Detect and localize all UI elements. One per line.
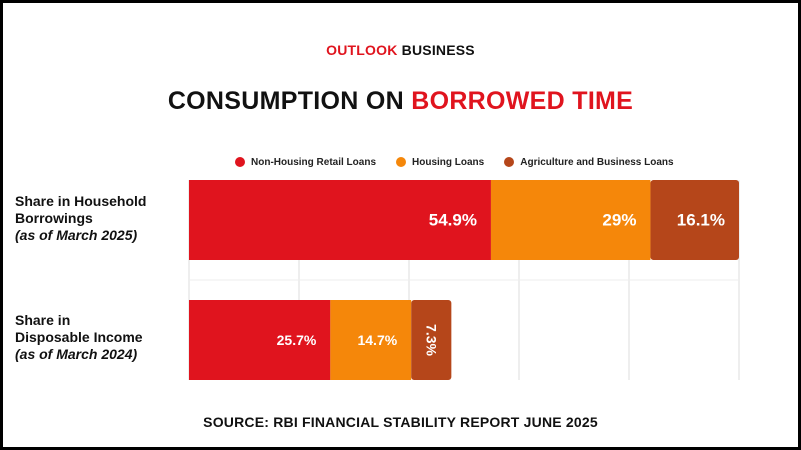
bar-housing-row-1 (330, 300, 412, 380)
row-label-household-date: (as of March 2025) (15, 227, 138, 243)
legend: Non-Housing Retail Loans Housing Loans A… (235, 154, 694, 170)
row-label-household-line2: Borrowings (15, 210, 93, 226)
row-label-income-line1: Share in (15, 312, 71, 328)
legend-dot-non-housing (235, 157, 245, 167)
row-label-household: Share in Household Borrowings (as of Mar… (15, 193, 146, 244)
bar-label-non-housing-row-0: 54.9% (429, 211, 477, 230)
legend-label-housing: Housing Loans (412, 156, 485, 168)
bar-agriculture-row-1 (411, 300, 452, 380)
bar-label-agriculture-row-0: 16.1% (677, 211, 725, 230)
row-label-income-line2: Disposable Income (15, 329, 143, 345)
bar-label-agriculture-row-1: 7.3% (423, 324, 439, 356)
legend-item-non-housing: Non-Housing Retail Loans (235, 157, 376, 168)
brand-logo: OUTLOOK BUSINESS (3, 42, 798, 58)
bar-non-housing-row-1 (189, 300, 331, 380)
bar-label-housing-row-1: 14.7% (357, 332, 397, 348)
legend-label-agriculture: Agriculture and Business Loans (520, 156, 674, 168)
row-label-household-line1: Share in Household (15, 193, 147, 209)
stacked-bar-chart: 54.9% 29% 16.1% 25.7% 14.7% 7.3% (188, 180, 740, 380)
infographic-card: OUTLOOK BUSINESS CONSUMPTION ON BORROWED… (3, 3, 798, 447)
legend-item-agriculture: Agriculture and Business Loans (504, 156, 674, 168)
bar-agriculture-row-0 (650, 180, 739, 260)
legend-item-housing: Housing Loans (396, 157, 484, 168)
bar-label-non-housing-row-1: 25.7% (277, 332, 317, 348)
legend-dot-agriculture (504, 157, 515, 167)
bar-label-housing-row-0: 29% (602, 211, 636, 230)
brand-outlook: OUTLOOK (326, 42, 398, 58)
brand-business: BUSINESS (401, 42, 475, 58)
chart-title: CONSUMPTION ON BORROWED TIME (3, 87, 798, 116)
title-part-red: BORROWED TIME (411, 87, 634, 115)
bar-non-housing-row-0 (189, 180, 491, 260)
source-note: SOURCE: RBI FINANCIAL STABILITY REPORT J… (203, 414, 598, 430)
legend-dot-housing (396, 157, 406, 167)
bar-housing-row-0 (490, 180, 651, 260)
title-part-black: CONSUMPTION ON (167, 87, 404, 115)
row-label-income: Share in Disposable Income (as of March … (15, 312, 143, 363)
row-label-income-date: (as of March 2024) (15, 346, 138, 362)
legend-label-non-housing: Non-Housing Retail Loans (251, 156, 376, 168)
